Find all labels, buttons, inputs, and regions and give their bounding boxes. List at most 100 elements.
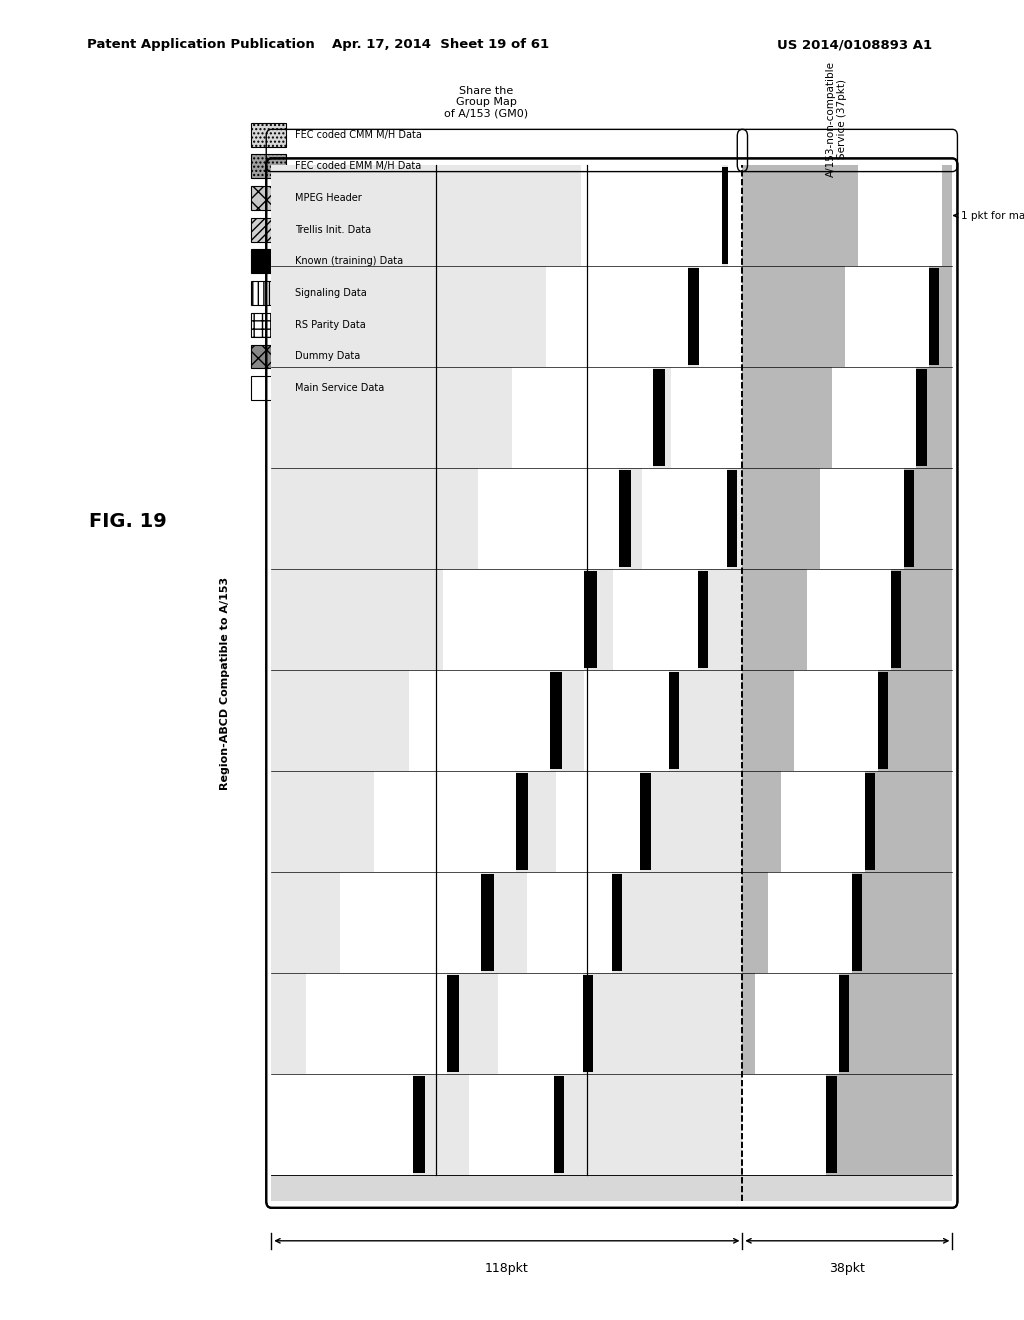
Text: Main Service Data: Main Service Data	[295, 383, 384, 393]
Bar	[251, 281, 286, 305]
Bar	[447, 975, 460, 1072]
Bar	[585, 572, 597, 668]
Bar	[477, 469, 618, 569]
Bar	[271, 569, 742, 671]
Bar	[375, 771, 516, 873]
Bar	[581, 165, 722, 267]
Bar	[583, 975, 593, 1072]
Bar	[742, 267, 952, 367]
Bar	[271, 973, 742, 1074]
Bar	[481, 874, 494, 972]
Bar	[271, 771, 742, 873]
Bar	[722, 168, 734, 264]
Text: 1 pkt for main: 1 pkt for main	[953, 210, 1024, 220]
Text: Patent Application Publication: Patent Application Publication	[87, 38, 314, 51]
Bar	[271, 671, 742, 771]
Text: MPEG Header: MPEG Header	[295, 193, 361, 203]
Bar	[611, 874, 622, 972]
Bar	[498, 973, 583, 1074]
Bar	[742, 165, 952, 267]
Bar	[699, 267, 742, 367]
Bar	[546, 267, 687, 367]
Text: Signaling Data: Signaling Data	[295, 288, 367, 298]
Bar	[742, 569, 952, 671]
Bar	[413, 1076, 425, 1173]
Bar	[556, 771, 640, 873]
Bar	[251, 123, 286, 147]
Text: US 2014/0108893 A1: US 2014/0108893 A1	[777, 38, 933, 51]
Text: Dummy Data: Dummy Data	[295, 351, 360, 362]
Text: FEC coded EMM M/H Data: FEC coded EMM M/H Data	[295, 161, 421, 172]
Bar	[271, 1074, 413, 1175]
Bar	[781, 771, 865, 873]
Bar	[550, 672, 562, 770]
Bar	[251, 249, 286, 273]
Text: Share the
Group Map
of A/153 (GM0): Share the Group Map of A/153 (GM0)	[444, 86, 528, 119]
Bar	[653, 370, 666, 466]
Bar	[251, 154, 286, 178]
Text: Known (training) Data: Known (training) Data	[295, 256, 403, 267]
Bar	[526, 873, 611, 973]
Bar	[469, 1074, 554, 1175]
Text: RS Parity Data: RS Parity Data	[295, 319, 366, 330]
Bar	[852, 874, 862, 972]
Bar	[845, 267, 929, 367]
Bar	[728, 165, 742, 267]
Bar	[756, 973, 840, 1074]
Bar	[687, 268, 699, 366]
Bar	[271, 1175, 952, 1201]
Bar	[271, 469, 742, 569]
Bar	[840, 975, 850, 1072]
Bar	[742, 469, 952, 569]
Bar	[271, 165, 742, 267]
Bar	[251, 218, 286, 242]
Bar	[640, 774, 650, 870]
Bar	[618, 470, 631, 568]
Bar	[698, 572, 709, 668]
Bar	[671, 367, 742, 469]
Text: A/153-non-compatible
Service (37pkt): A/153-non-compatible Service (37pkt)	[825, 61, 848, 177]
Text: FEC coded CMM M/H Data: FEC coded CMM M/H Data	[295, 129, 422, 140]
Bar	[742, 873, 952, 973]
Bar	[878, 672, 888, 770]
Bar	[742, 1074, 826, 1175]
Bar	[251, 313, 286, 337]
Bar	[271, 873, 742, 973]
Bar	[251, 376, 286, 400]
Bar	[443, 569, 585, 671]
Text: 118pkt: 118pkt	[485, 1262, 528, 1275]
Text: Region-ABCD Compatible to A/153: Region-ABCD Compatible to A/153	[220, 577, 230, 789]
Bar	[340, 873, 481, 973]
Text: FIG. 19: FIG. 19	[89, 512, 167, 531]
Bar	[903, 470, 913, 568]
Bar	[516, 774, 528, 870]
Bar	[833, 367, 916, 469]
Bar	[306, 973, 447, 1074]
Bar	[251, 345, 286, 368]
Bar	[271, 267, 742, 367]
Bar	[742, 771, 952, 873]
Bar	[742, 671, 952, 771]
Bar	[807, 569, 891, 671]
Bar	[819, 469, 903, 569]
Bar	[669, 672, 679, 770]
Bar	[512, 367, 653, 469]
Bar	[554, 1076, 564, 1173]
Bar	[742, 973, 952, 1074]
Bar	[794, 671, 878, 771]
Bar	[409, 671, 550, 771]
Bar	[916, 370, 927, 466]
Bar	[271, 367, 742, 469]
Bar	[585, 671, 669, 771]
Bar	[865, 774, 876, 870]
Text: Trellis Init. Data: Trellis Init. Data	[295, 224, 371, 235]
Text: Apr. 17, 2014  Sheet 19 of 61: Apr. 17, 2014 Sheet 19 of 61	[332, 38, 549, 51]
Bar	[742, 1074, 952, 1175]
Bar	[768, 873, 852, 973]
Bar	[742, 367, 952, 469]
Bar	[642, 469, 727, 569]
Bar	[271, 1074, 742, 1175]
Bar	[251, 186, 286, 210]
Text: 38pkt: 38pkt	[829, 1262, 865, 1275]
Bar	[727, 470, 737, 568]
